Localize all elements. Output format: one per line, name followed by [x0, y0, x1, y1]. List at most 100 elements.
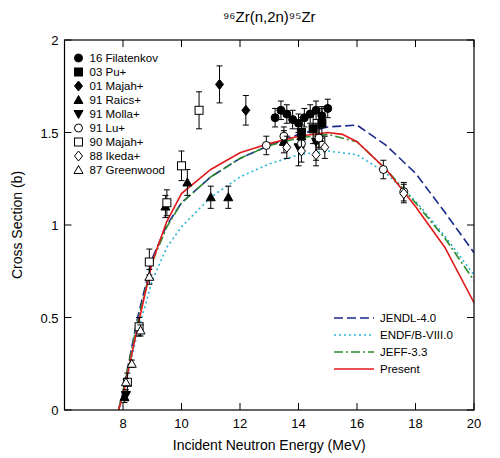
legend-line	[334, 351, 374, 353]
legend-marker	[74, 111, 83, 119]
error-bar-cap	[301, 108, 307, 109]
error-bar-cap	[196, 128, 202, 129]
point	[127, 359, 136, 367]
error-bar-cap	[138, 336, 144, 337]
error-bar-cap	[225, 208, 231, 209]
point	[283, 142, 291, 152]
error-bar	[319, 108, 325, 138]
error-bar	[316, 127, 322, 149]
legend-marker	[75, 138, 83, 146]
error-bar-cap	[164, 189, 170, 190]
point	[379, 166, 387, 174]
error-bar-cap	[298, 134, 304, 135]
legend-label: JEFF-3.3	[380, 346, 427, 358]
legend-marker	[74, 166, 83, 174]
error-bar	[284, 136, 290, 158]
error-bar-cap	[313, 165, 319, 166]
y-tick	[467, 317, 474, 318]
legend-label: 03 Pu+	[90, 66, 127, 78]
point	[318, 119, 326, 127]
plot-frame	[65, 40, 475, 410]
x-tick	[357, 403, 358, 410]
error-bar-cap	[146, 284, 152, 285]
legend-label: 91 Lu+	[90, 122, 126, 134]
point	[121, 378, 130, 386]
error-bar-cap	[196, 91, 202, 92]
point	[121, 392, 130, 400]
x-tick-label: 18	[408, 416, 422, 431]
point	[224, 193, 233, 201]
x-tick	[415, 40, 416, 47]
title: ⁹⁶Zr(n,2n)⁹⁵Zr	[223, 8, 316, 25]
error-bar-cap	[124, 373, 130, 374]
error-bar	[217, 66, 223, 103]
point	[136, 326, 145, 334]
plot-data	[119, 66, 474, 410]
legend-label: 90 Majah+	[90, 136, 144, 148]
point	[195, 106, 203, 114]
y-tick	[65, 225, 72, 226]
error-bar-cap	[380, 160, 386, 161]
error-bar	[278, 101, 284, 120]
error-bar-cap	[298, 139, 304, 140]
error-bar-cap	[136, 317, 142, 318]
error-bar-cap	[313, 143, 319, 144]
x-tick-label: 8	[119, 416, 126, 431]
error-bar-cap	[281, 126, 287, 127]
error-bar-cap	[179, 180, 185, 181]
error-bar-cap	[278, 119, 284, 120]
chart: ⁹⁶Zr(n,2n)⁹⁵ZrIncident Neutron Energy (M…	[0, 0, 500, 458]
error-bar-cap	[263, 136, 269, 137]
error-bar-cap	[313, 123, 319, 124]
point	[242, 105, 250, 115]
error-bar-cap	[146, 249, 152, 250]
error-bar-cap	[278, 101, 284, 102]
error-bar-cap	[316, 128, 322, 129]
error-bar	[313, 144, 319, 166]
error-bar-cap	[121, 402, 127, 403]
x-tick-label: 20	[467, 416, 481, 431]
legend: 16 Filatenkov03 Pu+01 Majah+91 Raics+91 …	[74, 52, 165, 176]
legend-marker	[75, 54, 83, 62]
y-tick	[65, 132, 72, 133]
error-bar-cap	[162, 195, 168, 196]
error-bar-cap	[146, 269, 152, 270]
legend-label: 91 Molla+	[90, 108, 140, 120]
legend: JENDL-4.0ENDF/B-VIII.0JEFF-3.3Present	[334, 312, 453, 375]
error-bar-cap	[307, 104, 313, 105]
point	[178, 162, 186, 170]
error-bar-cap	[284, 104, 290, 105]
y-tick-label: 1.5	[40, 126, 58, 141]
error-bar-cap	[164, 215, 170, 216]
legend-marker	[74, 96, 83, 104]
x-tick	[357, 40, 358, 47]
error-bar-cap	[179, 151, 185, 152]
error-bar-cap	[325, 117, 331, 118]
legend-marker	[75, 124, 83, 132]
error-bar	[401, 184, 407, 203]
legend-label: 87 Greenwood	[90, 164, 165, 176]
legend-line	[334, 334, 374, 336]
y-tick	[467, 225, 474, 226]
x-tick-label: 10	[174, 416, 188, 431]
error-bar-cap	[217, 102, 223, 103]
point	[216, 79, 224, 89]
legend-line	[334, 317, 374, 319]
x-tick	[123, 40, 124, 47]
line	[119, 133, 474, 411]
error-bar-cap	[263, 154, 269, 155]
x-tick	[415, 403, 416, 410]
legend-label: 91 Raics+	[90, 94, 142, 106]
y-tick	[65, 317, 72, 318]
error-bar	[298, 140, 304, 162]
error-bar-cap	[325, 99, 331, 100]
error-bar-cap	[184, 195, 190, 196]
error-bar-cap	[284, 136, 290, 137]
y-tick-label: 0.5	[40, 311, 58, 326]
error-bar-cap	[208, 186, 214, 187]
error-bar-cap	[217, 65, 223, 66]
error-bar-cap	[316, 126, 322, 127]
error-bar-cap	[313, 101, 319, 102]
point	[297, 146, 305, 156]
error-bar-cap	[284, 123, 290, 124]
